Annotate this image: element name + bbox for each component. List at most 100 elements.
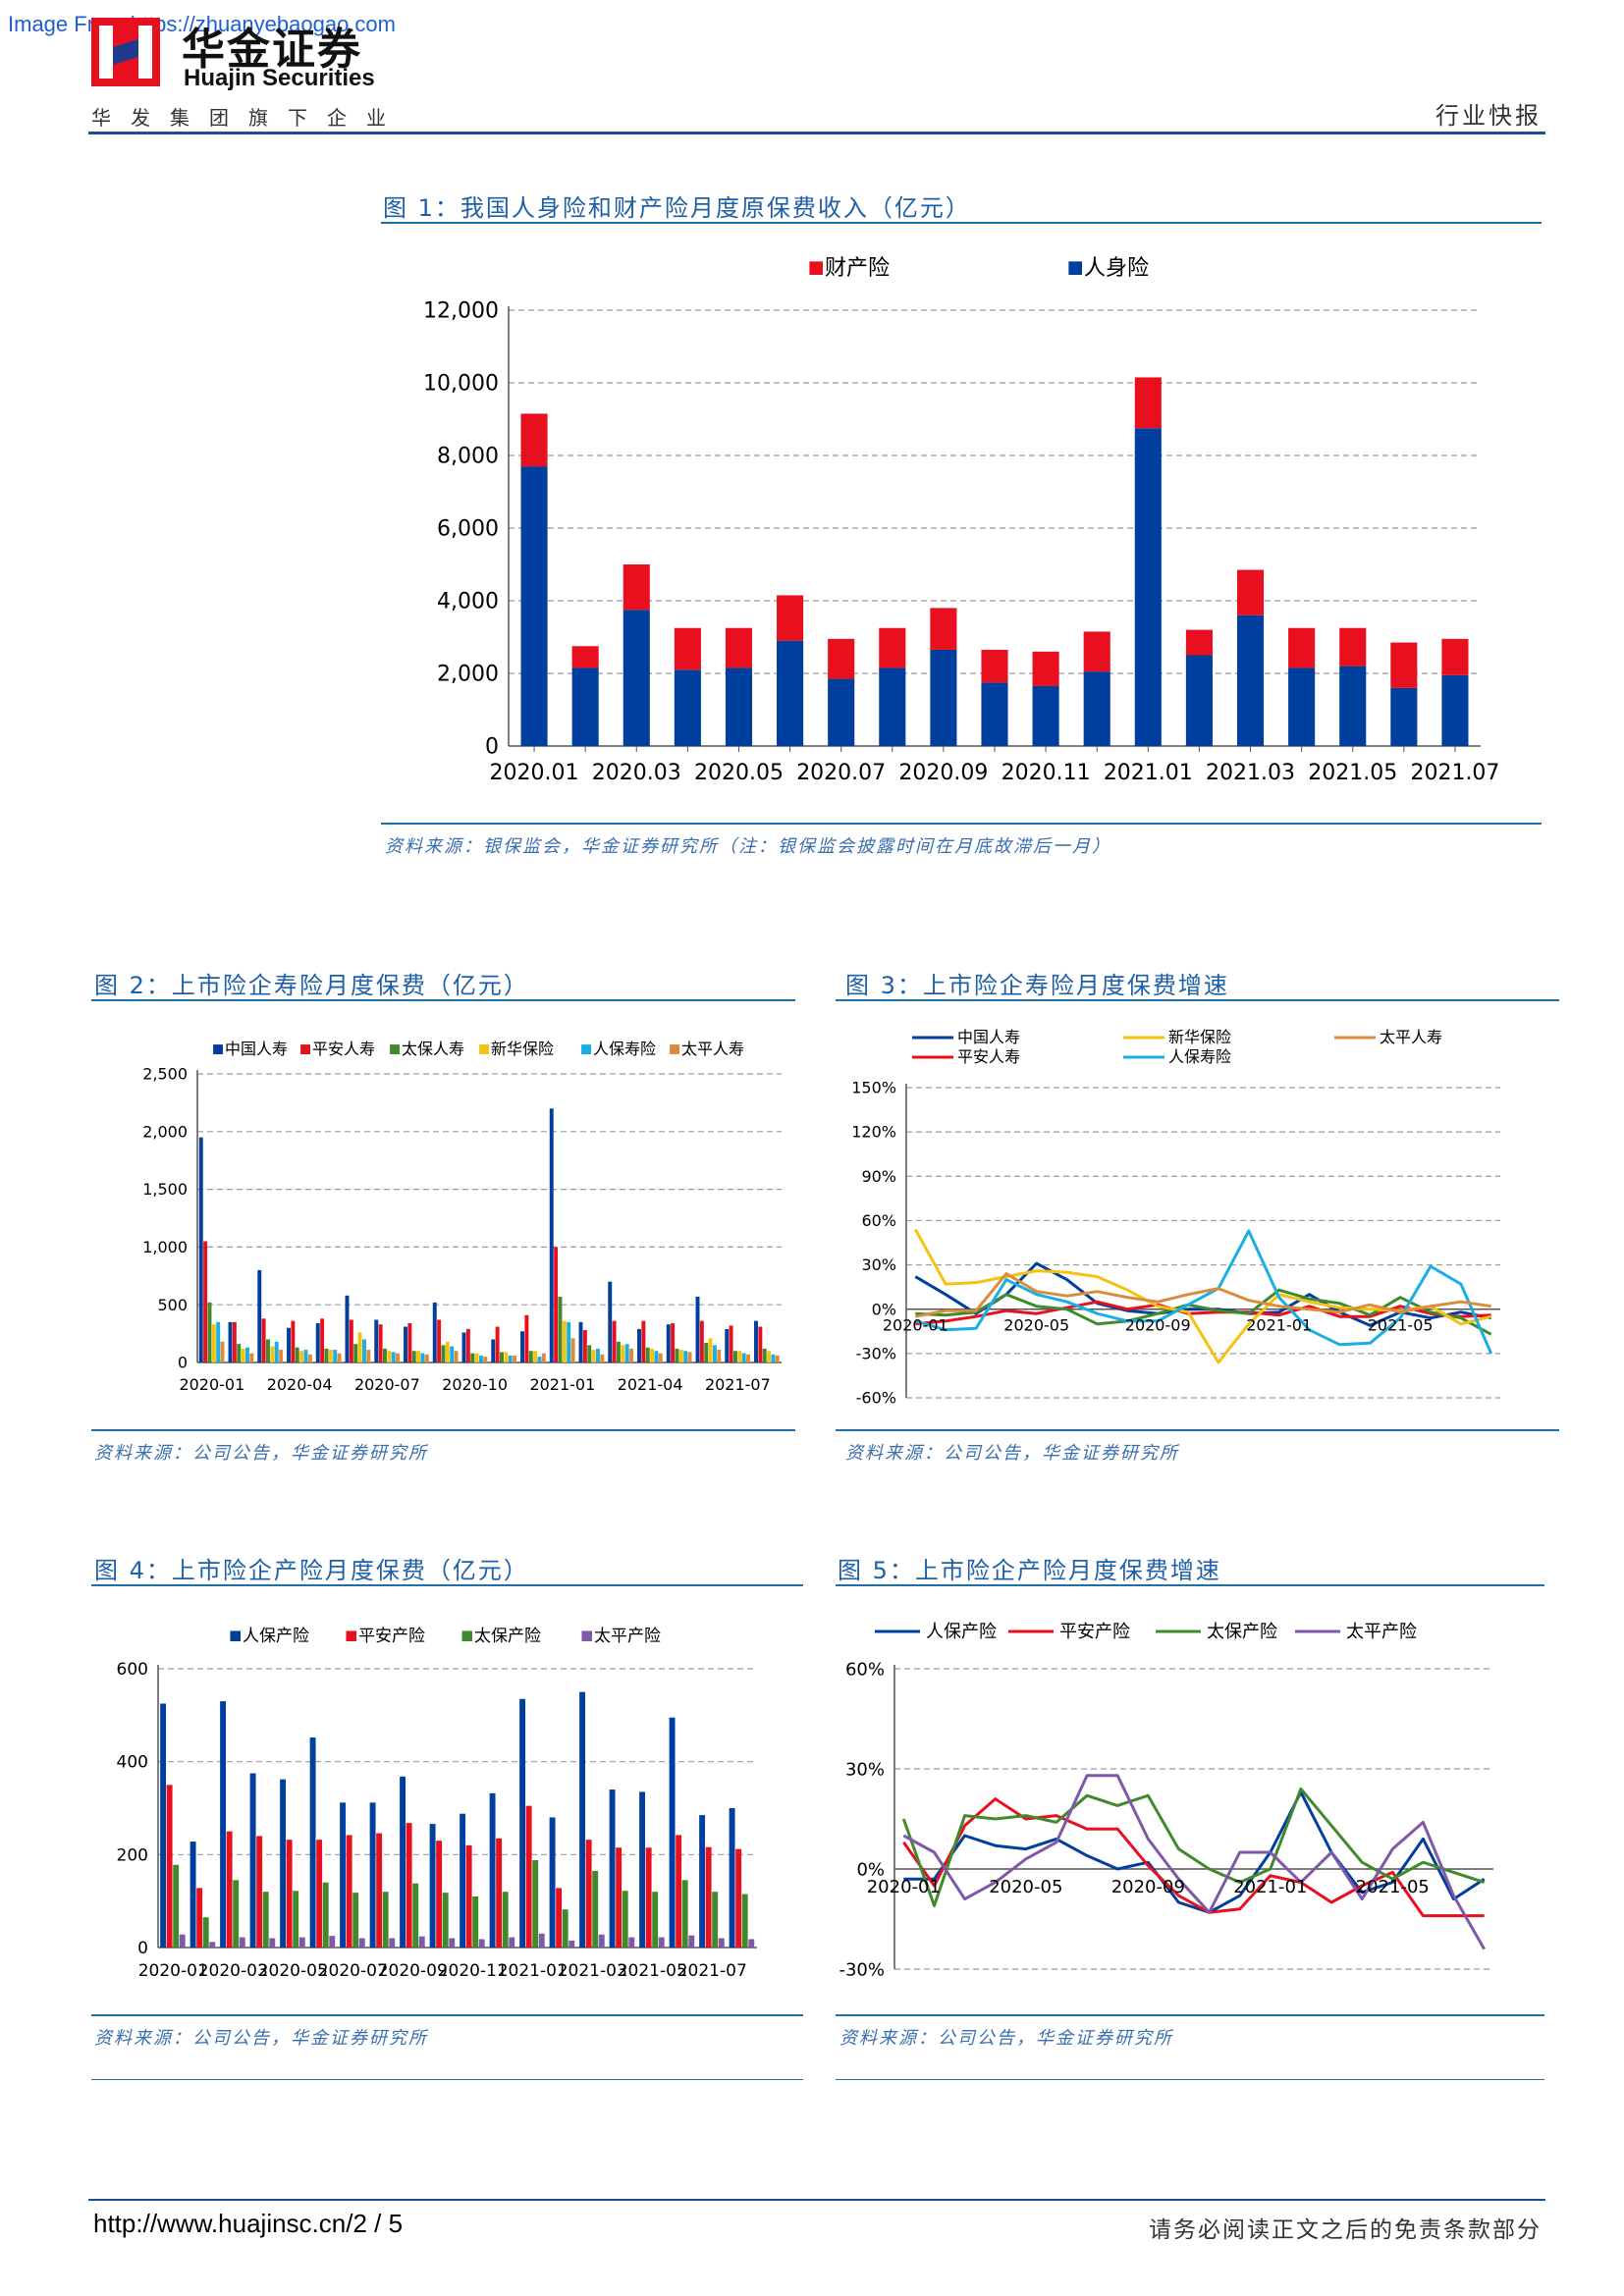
footer-disclaimer: 请务必阅读正文之后的免责条款部分 <box>1149 2217 1542 2243</box>
bar-财产险 <box>623 564 650 611</box>
bar-太平人寿 <box>600 1354 605 1362</box>
bar-平安人寿 <box>203 1241 208 1362</box>
legend-swatch <box>461 1630 472 1641</box>
bar-新华保险 <box>650 1348 655 1362</box>
fig5-chart: 人保产险 平安产险 太保产险 太平产险 60% 30% 0% -30% 2020-01 2020-… <box>839 1622 1493 1980</box>
x-tick-label: 2021-01 <box>529 1375 595 1394</box>
bar-平安人寿 <box>671 1323 676 1362</box>
bar-人保寿险 <box>450 1346 455 1362</box>
bar-太保人寿 <box>441 1345 446 1362</box>
bar-太保人寿 <box>558 1296 563 1362</box>
bar-太平产险 <box>538 1933 545 1948</box>
bar-中国人寿 <box>257 1269 262 1362</box>
y-tick-label: 2,000 <box>142 1122 188 1141</box>
bar-人保产险 <box>160 1703 167 1948</box>
y-tick-label: 1,000 <box>142 1238 188 1256</box>
bar-太保人寿 <box>411 1351 416 1362</box>
y-tick-label: 0 <box>485 735 499 760</box>
bar-新华保险 <box>211 1324 216 1362</box>
fig2-title: 图 2：上市险企寿险月度保费（亿元） <box>94 972 529 999</box>
bar-太平人寿 <box>717 1350 722 1362</box>
bar-太保人寿 <box>762 1348 767 1362</box>
x-tick-label: 2021.05 <box>1308 761 1397 785</box>
y-tick-label: 6,000 <box>437 517 499 542</box>
bar-太平人寿 <box>629 1348 634 1362</box>
bar-人身险 <box>828 678 855 746</box>
bar-太保产险 <box>233 1880 240 1948</box>
legend-label: 人身险 <box>1084 256 1149 281</box>
y-tick-label: 200 <box>117 1845 148 1865</box>
bar-平安人寿 <box>612 1320 617 1362</box>
bar-平安产险 <box>286 1840 293 1948</box>
fig2-source: 资料来源：公司公告，华金证券研究所 <box>94 1443 428 1464</box>
bar-人保寿险 <box>303 1350 308 1362</box>
bar-平安产险 <box>525 1805 532 1948</box>
bar-人保寿险 <box>771 1354 776 1362</box>
bar-太平人寿 <box>337 1353 342 1362</box>
bar-平安产险 <box>705 1846 712 1948</box>
bar-人保产险 <box>220 1701 227 1948</box>
bar-太保产险 <box>592 1870 599 1948</box>
bar-平安产险 <box>196 1888 203 1948</box>
bar-太保产险 <box>472 1896 479 1948</box>
bar-人保产险 <box>489 1792 496 1948</box>
bar-太平人寿 <box>746 1354 751 1362</box>
footer-divider <box>88 2199 1545 2201</box>
bar-太保产险 <box>712 1892 719 1948</box>
footer-url[interactable]: http://www.huajinsc.cn/2 / 5 <box>93 2209 404 2238</box>
bar-中国人寿 <box>666 1324 671 1362</box>
bar-平安产险 <box>346 1835 352 1948</box>
x-tick-label: 2020-05 <box>1003 1316 1069 1335</box>
bar-人保寿险 <box>274 1341 279 1362</box>
bar-人保产险 <box>340 1802 347 1948</box>
bar-平安产险 <box>645 1847 652 1948</box>
x-tick-label: 2021-05 <box>1356 1877 1430 1897</box>
bar-财产险 <box>981 649 1008 683</box>
legend-label: 新华保险 <box>491 1040 554 1058</box>
bar-太保人寿 <box>295 1347 299 1362</box>
bar-太平产险 <box>418 1936 425 1948</box>
x-tick-label: 2020.03 <box>592 761 681 785</box>
fig2-source-rule <box>91 1429 795 1431</box>
fig4-bottom-rule <box>91 2079 803 2080</box>
y-tick-label: 4,000 <box>437 590 499 614</box>
bar-新华保险 <box>737 1351 742 1362</box>
bar-中国人寿 <box>637 1328 641 1362</box>
bar-平安人寿 <box>554 1247 559 1362</box>
series-line-太保人寿 <box>915 1288 1492 1336</box>
bar-平安产险 <box>465 1844 472 1948</box>
y-tick-label: 500 <box>157 1296 188 1314</box>
bar-中国人寿 <box>461 1332 466 1362</box>
bar-新华保险 <box>474 1353 479 1362</box>
bar-人保寿险 <box>478 1355 483 1362</box>
y-tick-label: -60% <box>856 1389 896 1404</box>
y-tick-label: 2,500 <box>142 1065 188 1084</box>
legend-swatch <box>300 1044 310 1054</box>
bar-中国人寿 <box>578 1321 583 1362</box>
x-tick-label: 2021.03 <box>1206 761 1295 785</box>
bar-太保人寿 <box>266 1339 270 1362</box>
bar-太保人寿 <box>645 1347 650 1362</box>
bar-太保产险 <box>532 1860 539 1948</box>
x-tick-label: 2021-01 <box>498 1961 568 1981</box>
fig2-chart: 中国人寿 平安人寿 太保人寿 新华保险 人保寿险 太平人寿 0 500 1,000 1,500 2,… <box>142 1040 782 1394</box>
x-tick-label: 2021-03 <box>558 1961 627 1981</box>
legend-swatch <box>581 1044 591 1054</box>
bar-太平产险 <box>209 1942 216 1948</box>
bar-人保产险 <box>189 1842 196 1948</box>
bar-太平人寿 <box>483 1357 488 1362</box>
bar-平安人寿 <box>291 1320 296 1362</box>
bar-人保寿险 <box>391 1352 396 1362</box>
bar-中国人寿 <box>345 1295 350 1362</box>
x-tick-label: 2020.01 <box>490 761 579 785</box>
logo-subtitle: 华发集团旗下企业 <box>91 106 406 130</box>
bar-太平人寿 <box>658 1353 663 1362</box>
x-tick-label: 2021.01 <box>1104 761 1193 785</box>
bar-人保寿险 <box>244 1347 249 1362</box>
bar-平安人寿 <box>699 1320 704 1362</box>
fig3-title-rule <box>836 999 1559 1001</box>
bar-太平人寿 <box>454 1351 459 1362</box>
fig1-source: 资料来源：银保监会，华金证券研究所（注：银保监会披露时间在月底故滞后一月） <box>385 836 1111 857</box>
legend-swatch <box>581 1630 592 1641</box>
bar-太保产险 <box>202 1917 209 1948</box>
